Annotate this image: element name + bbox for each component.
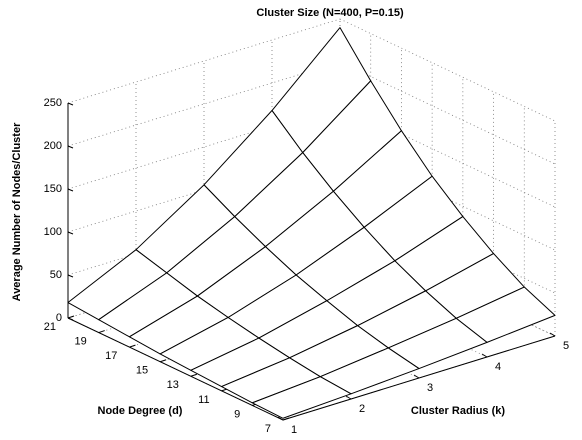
z-axis-title: Average Number of Nodes/Cluster — [11, 122, 23, 301]
z-tick-label: 150 — [44, 183, 62, 195]
x-axis-title: Cluster Radius (k) — [411, 405, 505, 417]
z-tick-label: 250 — [44, 97, 62, 109]
axis-layer — [67, 102, 556, 421]
z-tick — [67, 274, 74, 278]
x-tick — [345, 395, 352, 400]
y-tick-label: 13 — [167, 379, 179, 391]
z-tick — [67, 231, 74, 235]
y-tick-label: 21 — [44, 321, 56, 333]
chart-title: Cluster Size (N=400, P=0.15) — [256, 7, 404, 19]
surface-cell — [251, 376, 352, 419]
y-tick-label: 19 — [74, 335, 86, 347]
y-tick-label: 17 — [105, 350, 117, 362]
z-tick — [67, 145, 74, 149]
z-tick — [67, 188, 74, 192]
x-tick-label: 3 — [427, 382, 433, 394]
x-tick-label: 1 — [291, 424, 297, 435]
labels: Cluster Size (N=400, P=0.15) Average Num… — [11, 7, 569, 436]
y-tick-label: 9 — [234, 408, 240, 420]
y-tick-label: 15 — [136, 365, 148, 377]
z-tick — [67, 102, 74, 106]
z-tick-label: 100 — [44, 226, 62, 238]
x-tick — [549, 332, 556, 337]
y-tick — [98, 330, 105, 334]
x-tick-label: 2 — [359, 403, 365, 415]
z-tick-label: 200 — [44, 140, 62, 152]
x-tick — [481, 353, 488, 358]
z-tick-label: 0 — [56, 312, 62, 324]
x-tick-label: 4 — [495, 361, 501, 373]
y-axis-title: Node Degree (d) — [98, 405, 183, 417]
y-tick-label: 11 — [198, 394, 209, 406]
x-tick-label: 5 — [563, 340, 569, 352]
y-tick — [129, 344, 136, 348]
y-tick — [190, 373, 198, 377]
surface — [67, 27, 556, 419]
z-tick-label: 50 — [50, 269, 62, 281]
x-tick — [277, 416, 284, 421]
y-tick — [159, 359, 167, 363]
y-tick — [67, 315, 75, 319]
y-tick — [282, 417, 290, 421]
z-tick — [67, 317, 74, 321]
x-tick — [413, 374, 420, 379]
y-axis — [67, 317, 284, 421]
y-tick-label: 7 — [265, 423, 271, 435]
